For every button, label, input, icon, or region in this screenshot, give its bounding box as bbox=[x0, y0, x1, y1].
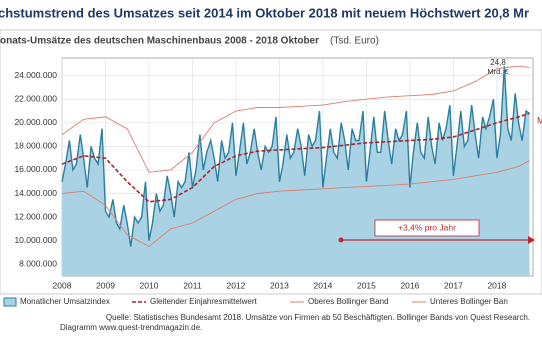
annotation: Mrd. € bbox=[487, 67, 509, 76]
x-tick-label: 2008 bbox=[53, 280, 72, 290]
x-tick-label: 2018 bbox=[487, 280, 506, 290]
legend-label: Oberes Bollinger Band bbox=[308, 297, 389, 306]
legend-label: Gleitender Einjahresmittelwert bbox=[150, 297, 257, 306]
source: Quelle: Statistisches Bundesamt 2018. Um… bbox=[106, 313, 530, 322]
x-tick-label: 2011 bbox=[183, 280, 202, 290]
x-tick-label: 2015 bbox=[357, 280, 376, 290]
unit: (Tsd. Euro) bbox=[330, 36, 379, 47]
annotation: M bbox=[537, 115, 542, 125]
legend-label: Monatlicher Umsatzindex bbox=[20, 297, 110, 306]
x-tick-label: 2014 bbox=[313, 280, 332, 290]
y-tick-label: 16.000.000 bbox=[14, 164, 57, 174]
x-tick-label: 2009 bbox=[96, 280, 115, 290]
chart-title: chstumstrend des Umsatzes seit 2014 im O… bbox=[0, 5, 529, 20]
legend-swatch bbox=[3, 297, 17, 307]
x-tick-label: 2016 bbox=[400, 280, 419, 290]
y-tick-label: 8.000.000 bbox=[19, 258, 57, 268]
x-tick-label: 2010 bbox=[140, 280, 159, 290]
annotation: 24,8 bbox=[490, 58, 506, 67]
trend-arrow bbox=[338, 219, 535, 244]
x-tick-label: 2013 bbox=[270, 280, 289, 290]
y-tick-label: 24.000.000 bbox=[14, 70, 57, 80]
y-tick-label: 22.000.000 bbox=[14, 93, 57, 103]
y-tick-label: 14.000.000 bbox=[14, 188, 57, 198]
x-tick-label: 2012 bbox=[227, 280, 246, 290]
annotation: +3,4% pro Jahr bbox=[398, 222, 456, 232]
y-tick-label: 18.000.000 bbox=[14, 141, 57, 151]
credit: Diagramm www.quest-trendmagazin.de. bbox=[60, 323, 202, 332]
legend-label: Unteres Bollinger Ban bbox=[430, 297, 508, 306]
x-tick-label: 2017 bbox=[444, 280, 463, 290]
y-tick-label: 12.000.000 bbox=[14, 211, 57, 221]
series-line bbox=[61, 65, 530, 173]
plot: 8.000.000 10.000.000 12.000.000 14.000.000 1… bbox=[14, 57, 534, 290]
series-line bbox=[61, 160, 530, 248]
y-tick-label: 20.000.000 bbox=[14, 117, 57, 127]
arrow-head bbox=[528, 236, 535, 244]
subtitle: onats-Umsätze des deutschen Maschinenbau… bbox=[0, 36, 319, 47]
chart-frame bbox=[0, 29, 542, 295]
y-tick-label: 10.000.000 bbox=[14, 235, 57, 245]
arrow-start bbox=[338, 237, 344, 243]
trend-box bbox=[374, 219, 480, 237]
series-line bbox=[61, 112, 530, 203]
series-line bbox=[61, 66, 530, 247]
